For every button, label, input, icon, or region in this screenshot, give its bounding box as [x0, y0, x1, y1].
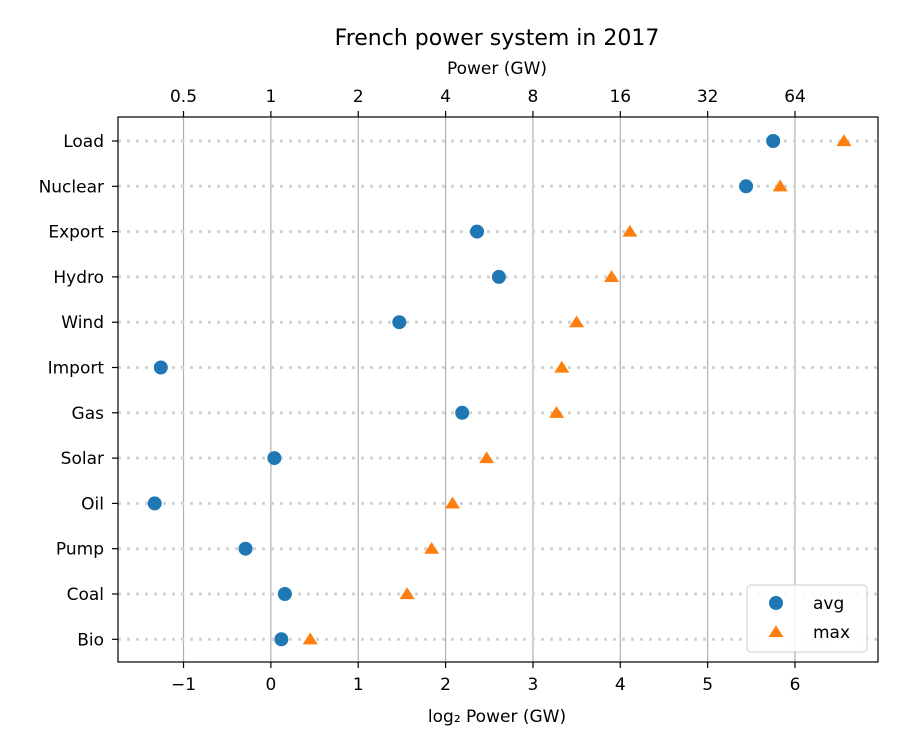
- max-point: [622, 224, 638, 237]
- avg-point: [392, 315, 407, 330]
- avg-point: [153, 360, 168, 375]
- data-points: [147, 134, 852, 647]
- category-label: Oil: [81, 494, 104, 514]
- x-tick-label: 4: [615, 675, 626, 695]
- avg-point: [277, 587, 292, 601]
- axes: −1 0 1 2 3 4 5 6 0.5 1 2 4 8 16 32 64 Load Nuclear Export H…: [39, 87, 806, 695]
- avg-point: [238, 541, 253, 556]
- legend: avg max: [746, 584, 868, 653]
- max-point: [479, 451, 495, 464]
- x2-tick-label: 16: [609, 87, 631, 107]
- legend-marker-avg: [769, 596, 783, 610]
- x2-tick-label: 32: [697, 87, 719, 107]
- plot-frame: [117, 116, 879, 663]
- category-label: Import: [48, 359, 105, 379]
- top-axis-label: Power (GW): [447, 59, 547, 79]
- x2-tick-label: 8: [528, 87, 539, 107]
- category-label: Export: [48, 223, 104, 243]
- avg-point: [766, 134, 781, 148]
- category-label: Wind: [61, 313, 104, 333]
- legend-label: max: [813, 623, 850, 643]
- category-label: Bio: [77, 630, 104, 650]
- x2-tick-label: 2: [353, 87, 364, 107]
- bottom-axis-label: log₂ Power (GW): [428, 707, 566, 727]
- category-label: Coal: [67, 585, 104, 605]
- legend-label: avg: [813, 594, 844, 614]
- max-point: [549, 406, 565, 418]
- avg-point: [147, 496, 162, 511]
- avg-point: [267, 451, 282, 466]
- category-label: Load: [63, 132, 104, 152]
- legend-marker-max: [768, 625, 784, 638]
- avg-point: [491, 269, 506, 284]
- max-point: [424, 541, 440, 554]
- max-point: [604, 270, 620, 282]
- x-tick-label: 0: [265, 675, 276, 695]
- x-tick-label: −1: [171, 675, 196, 695]
- avg-point: [739, 179, 754, 194]
- x2-tick-label: 64: [784, 87, 806, 107]
- category-label: Gas: [72, 404, 105, 424]
- avg-point: [274, 632, 289, 647]
- category-label: Solar: [61, 449, 104, 469]
- category-label: Hydro: [53, 268, 104, 288]
- max-point: [399, 587, 415, 600]
- max-point: [772, 179, 788, 192]
- category-label: Nuclear: [39, 177, 104, 197]
- x-tick-label: 3: [528, 675, 539, 695]
- avg-point: [470, 224, 485, 239]
- category-guides: [118, 139, 878, 641]
- max-point: [445, 496, 461, 509]
- x2-tick-label: 4: [440, 87, 451, 107]
- max-point: [302, 632, 318, 645]
- x-tick-label: 2: [440, 675, 451, 695]
- grid: [182, 117, 796, 662]
- x2-tick-label: 1: [265, 87, 276, 107]
- max-point: [554, 360, 570, 373]
- x-tick-label: 6: [790, 675, 801, 695]
- avg-point: [455, 405, 470, 420]
- max-point: [569, 315, 585, 328]
- x-tick-label: 5: [702, 675, 713, 695]
- x-tick-label: 1: [353, 675, 364, 695]
- chart-title: French power system in 2017: [335, 26, 660, 51]
- max-point: [836, 134, 852, 147]
- category-label: Pump: [56, 540, 104, 560]
- x2-tick-label: 0.5: [170, 87, 197, 107]
